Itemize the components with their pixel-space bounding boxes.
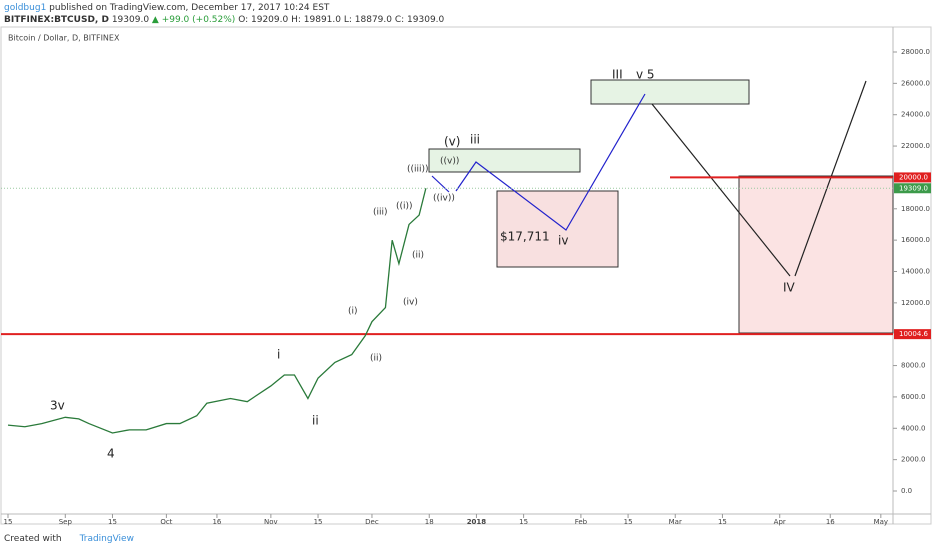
y-tick-label: 0.0	[901, 487, 912, 495]
publisher[interactable]: goldbug1	[4, 3, 47, 13]
x-tick-label: 15	[314, 518, 323, 526]
wave-label: IV	[783, 281, 796, 295]
x-tick-label: Feb	[575, 518, 588, 526]
last-price-label: 19309.0	[899, 184, 928, 192]
wave-label: ((i))	[396, 202, 413, 212]
x-tick-label: Mar	[669, 518, 682, 526]
zone-box	[738, 175, 894, 334]
x-tick-label: May	[874, 518, 888, 526]
annotations: 3v4iii(i)(ii)(iii)((i))(ii)(iv)((iii))((…	[50, 68, 796, 461]
arrow	[455, 93, 646, 231]
x-tick-label: 16	[212, 518, 221, 526]
level-tag	[894, 172, 931, 183]
wave-label: (iv)	[403, 298, 418, 308]
created: Created with	[4, 534, 62, 544]
wave-label: ((v))	[440, 157, 459, 167]
zone-box	[496, 190, 619, 268]
x-tick-label: 2018	[467, 518, 487, 526]
symbol: BITFINEX:BTCUSD, D	[4, 15, 109, 25]
x-tick-label: Sep	[59, 518, 73, 526]
arrow	[431, 175, 450, 193]
y-tick-label: 4000.0	[901, 424, 926, 432]
price: 19309.0	[111, 15, 150, 25]
level-label: 20000.0	[899, 173, 928, 181]
open: O: 19209.0	[238, 15, 289, 25]
wave-label: (i)	[348, 307, 358, 317]
y-tick-label: 26000.0	[901, 79, 930, 87]
x-tick-label: 18	[425, 518, 434, 526]
change: ▲ +99.0 (+0.52%)	[151, 15, 236, 25]
last-price-tag	[894, 183, 931, 194]
y-tick-label: 2000.0	[901, 456, 926, 464]
wave-label: ((iv))	[433, 194, 455, 204]
arrow	[794, 80, 867, 277]
y-tick-label: 28000.0	[901, 48, 930, 56]
wave-label: iv	[558, 234, 568, 248]
wave-label: (v)	[444, 135, 460, 149]
y-tick-label: 24000.0	[901, 111, 930, 119]
chart: Bitcoin / Dollar, D, BITFINEX 3v4iii(i)(…	[0, 26, 932, 526]
wave-label: iii	[470, 133, 480, 147]
x-tick-label: Oct	[160, 518, 172, 526]
high: H: 19891.0	[291, 15, 341, 25]
x-tick-label: 15	[108, 518, 117, 526]
x-tick-label: 15	[519, 518, 528, 526]
y-tick-label: 18000.0	[901, 205, 930, 213]
wave-label: ii	[312, 414, 319, 428]
wave-label: (ii)	[370, 354, 382, 364]
x-tick-label: 16	[826, 518, 835, 526]
y-tick-label: 6000.0	[901, 393, 926, 401]
wave-label: III	[612, 68, 623, 82]
y-tick-label: 16000.0	[901, 236, 930, 244]
target-box	[428, 148, 581, 173]
wave-label: $17,711	[500, 230, 550, 244]
x-tick-label: 15	[718, 518, 727, 526]
wave-label: 3v	[50, 399, 65, 413]
x-tick-label: Apr	[774, 518, 786, 526]
x-tick-label: 15	[624, 518, 633, 526]
brand[interactable]: TradingView	[79, 534, 134, 544]
x-tick-label: Dec	[365, 518, 379, 526]
arrow	[651, 103, 791, 277]
close: C: 19309.0	[394, 15, 445, 25]
wave-label: (ii)	[412, 251, 424, 261]
level-label: 10004.6	[899, 330, 928, 338]
wave-label: i	[277, 348, 280, 362]
low: L: 18879.0	[343, 15, 392, 25]
wave-label: (iii)	[373, 208, 388, 218]
footer: Created with TradingView	[4, 534, 134, 544]
x-tick-label: 15	[4, 518, 13, 526]
target-box	[590, 79, 750, 105]
y-tick-label: 14000.0	[901, 267, 930, 275]
chart-title: Bitcoin / Dollar, D, BITFINEX	[8, 34, 120, 43]
price-line	[7, 188, 427, 434]
x-tick-label: Nov	[264, 518, 278, 526]
header: goldbug1 published on TradingView.com, D…	[4, 2, 444, 26]
y-tick-label: 8000.0	[901, 362, 926, 370]
wave-label: v 5	[636, 68, 655, 82]
wave-label: ((iii))	[407, 165, 429, 175]
projection-arrows	[431, 80, 867, 277]
level-tag	[894, 329, 931, 340]
wave-label: 4	[107, 447, 115, 461]
y-tick-label: 12000.0	[901, 299, 930, 307]
y-tick-label: 22000.0	[901, 142, 930, 150]
published: published on TradingView.com, December 1…	[49, 3, 330, 13]
frame	[0, 26, 932, 525]
